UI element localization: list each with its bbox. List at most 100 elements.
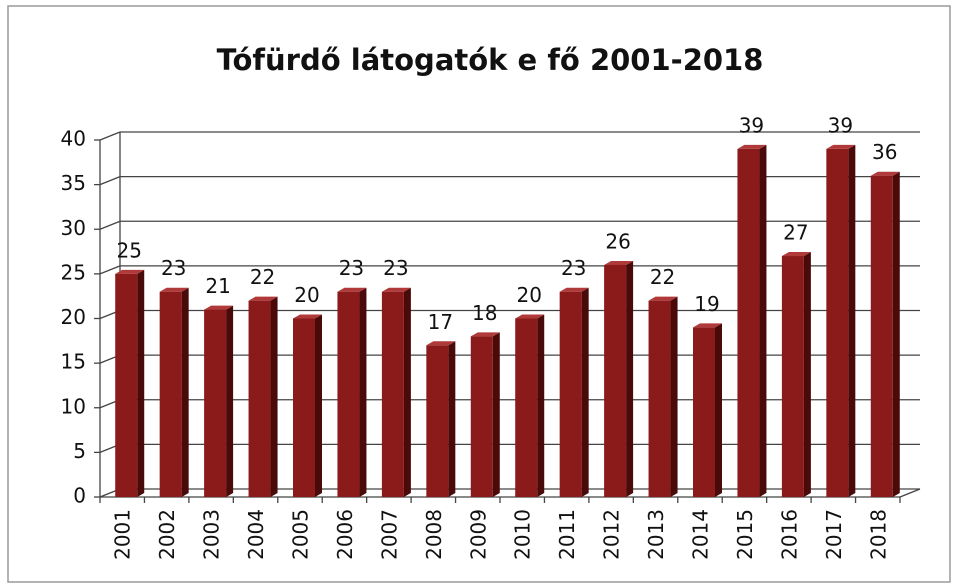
bar-side bbox=[270, 296, 278, 497]
bar-side bbox=[181, 287, 189, 497]
data-label: 23 bbox=[339, 256, 364, 280]
bar bbox=[648, 300, 671, 497]
y-tick-label: 30 bbox=[61, 216, 86, 240]
data-label: 18 bbox=[472, 301, 497, 325]
bar-side bbox=[581, 287, 589, 497]
bar-side bbox=[137, 269, 145, 497]
bar-top bbox=[248, 296, 278, 301]
x-tick-label: 2016 bbox=[777, 509, 801, 560]
data-label: 26 bbox=[605, 229, 630, 253]
x-tick-label: 2002 bbox=[155, 509, 179, 560]
y-tick-label: 35 bbox=[61, 171, 86, 195]
bar-top bbox=[559, 287, 589, 292]
bar-side bbox=[315, 314, 322, 497]
bar bbox=[159, 291, 182, 497]
bar-side bbox=[492, 332, 500, 497]
bar-top bbox=[470, 332, 500, 337]
bar-side bbox=[626, 260, 634, 497]
y-tick-label: 0 bbox=[73, 484, 86, 508]
x-tick-label: 2001 bbox=[111, 509, 135, 560]
x-tick-label: 2007 bbox=[377, 509, 401, 560]
data-label: 17 bbox=[428, 310, 453, 334]
bar-top bbox=[204, 305, 234, 310]
bar bbox=[693, 327, 715, 497]
data-label: 23 bbox=[161, 256, 186, 280]
bar-top bbox=[337, 287, 367, 292]
y-tick-label: 25 bbox=[61, 260, 86, 284]
x-tick-label: 2010 bbox=[511, 509, 535, 560]
x-tick-label: 2006 bbox=[333, 509, 357, 560]
grid-line-side bbox=[99, 265, 121, 275]
bar bbox=[426, 345, 449, 497]
x-tick-label: 2017 bbox=[822, 509, 846, 560]
bar-top bbox=[604, 260, 634, 265]
x-tick-label: 2012 bbox=[600, 509, 624, 560]
data-label: 36 bbox=[872, 140, 897, 164]
data-label: 27 bbox=[783, 221, 808, 245]
bar-top bbox=[381, 287, 411, 292]
bar bbox=[248, 300, 271, 497]
bar-top bbox=[515, 314, 545, 319]
bar-side bbox=[359, 287, 367, 497]
bar-side bbox=[892, 171, 900, 497]
x-tick-label: 2018 bbox=[866, 509, 890, 560]
y-tick-label: 5 bbox=[73, 439, 86, 463]
bar-top bbox=[693, 323, 722, 328]
bar bbox=[604, 264, 627, 497]
data-label: 20 bbox=[294, 283, 319, 307]
x-tick-label: 2004 bbox=[244, 509, 268, 560]
bar-side bbox=[537, 314, 545, 497]
bar bbox=[559, 291, 582, 497]
bar-side bbox=[803, 252, 811, 497]
data-label: 22 bbox=[250, 265, 275, 289]
data-label: 39 bbox=[739, 113, 764, 137]
grid-line-side bbox=[99, 220, 121, 230]
bar bbox=[515, 318, 538, 497]
y-tick-label: 10 bbox=[61, 394, 86, 418]
data-label: 23 bbox=[561, 256, 586, 280]
grid-line-side bbox=[99, 176, 121, 186]
data-label: 21 bbox=[205, 274, 230, 298]
bar-side bbox=[848, 144, 856, 498]
data-label: 39 bbox=[828, 113, 853, 137]
bar-top bbox=[426, 341, 456, 346]
bar-top bbox=[781, 252, 811, 257]
bar-side bbox=[715, 323, 722, 497]
bar-top bbox=[826, 144, 856, 149]
x-tick-label: 2005 bbox=[289, 509, 313, 560]
data-label: 23 bbox=[383, 256, 408, 280]
bar-top bbox=[293, 314, 322, 319]
bar-top bbox=[648, 296, 678, 301]
grid-line-side bbox=[99, 131, 121, 141]
chart-title: Tófürdő látogatók e fő 2001-2018 bbox=[217, 43, 764, 77]
x-tick-label: 2009 bbox=[466, 509, 490, 560]
data-label: 22 bbox=[650, 265, 675, 289]
bar-top bbox=[737, 144, 767, 149]
data-label: 20 bbox=[516, 283, 541, 307]
x-tick-label: 2015 bbox=[733, 509, 757, 560]
bar-side bbox=[759, 144, 767, 498]
x-tick-label: 2014 bbox=[689, 509, 713, 560]
bar-side bbox=[670, 296, 678, 497]
bar bbox=[870, 175, 893, 497]
bar-top bbox=[115, 269, 145, 274]
bar bbox=[826, 148, 849, 498]
bar bbox=[337, 291, 360, 497]
bar bbox=[293, 318, 315, 497]
bar bbox=[204, 309, 227, 497]
bar bbox=[737, 148, 760, 498]
y-tick-label: 40 bbox=[61, 127, 86, 151]
x-tick-label: 2011 bbox=[555, 509, 579, 560]
y-tick-label: 15 bbox=[61, 350, 86, 374]
bar bbox=[470, 336, 493, 497]
bar-top bbox=[870, 171, 900, 176]
bar-side bbox=[403, 287, 411, 497]
data-label: 25 bbox=[116, 238, 141, 262]
x-tick-label: 2003 bbox=[200, 509, 224, 560]
bar-side bbox=[226, 305, 234, 497]
y-tick-label: 20 bbox=[61, 305, 86, 329]
bar-side bbox=[448, 341, 456, 497]
bar-top bbox=[159, 287, 189, 292]
